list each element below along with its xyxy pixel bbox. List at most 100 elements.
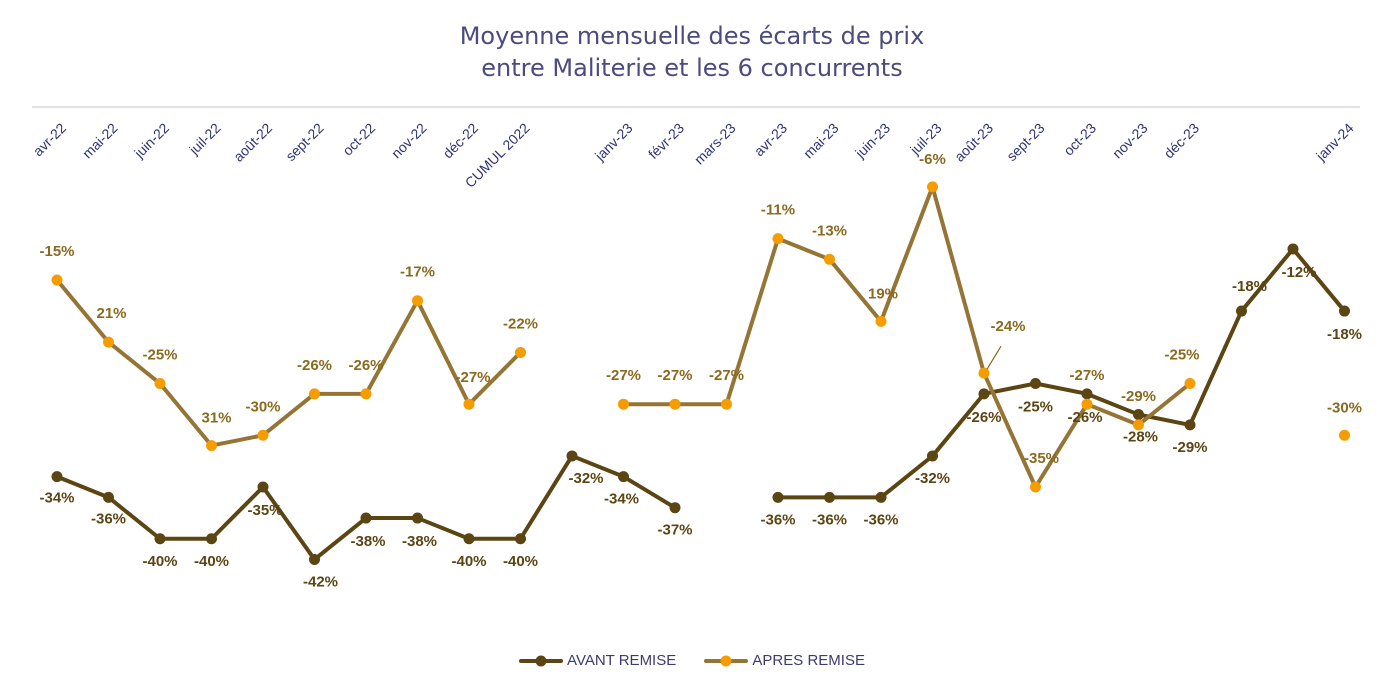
x-tick-label: avr-23: [751, 120, 791, 160]
data-point-avant-remise: [515, 533, 526, 545]
series-markers: [51, 181, 1350, 565]
data-label: -25%: [1018, 399, 1053, 416]
data-label: -35%: [247, 502, 282, 519]
data-point-apres-remise: [206, 440, 217, 452]
x-tick-label: sept-22: [282, 120, 326, 164]
data-label: -38%: [402, 533, 437, 550]
legend-item-apres[interactable]: APRES REMISE: [704, 652, 865, 669]
data-point-avant-remise: [206, 533, 217, 545]
data-point-avant-remise: [875, 491, 887, 503]
data-point-apres-remise: [51, 274, 63, 286]
data-point-avant-remise: [257, 481, 269, 493]
data-label: -34%: [39, 490, 74, 507]
data-label: -18%: [1232, 278, 1267, 295]
data-point-apres-remise: [772, 233, 784, 245]
data-point-avant-remise: [309, 553, 320, 565]
data-label: -32%: [915, 470, 950, 487]
data-label: -27%: [657, 367, 692, 384]
x-tick-label: oct-22: [339, 120, 378, 159]
x-tick-label: juin-23: [851, 120, 893, 162]
x-tick-label: juin-22: [130, 120, 172, 162]
data-point-avant-remise: [1236, 305, 1247, 317]
x-tick-label: août-23: [951, 120, 996, 165]
data-point-apres-remise: [412, 295, 423, 307]
data-label: -30%: [1327, 399, 1362, 416]
data-point-avant-remise: [1287, 243, 1299, 255]
legend-item-avant[interactable]: AVANT REMISE: [519, 652, 676, 669]
data-point-avant-remise: [618, 471, 629, 483]
data-label: -27%: [606, 367, 641, 384]
data-label: -36%: [760, 511, 795, 528]
x-tick-label: mai-23: [800, 120, 842, 162]
data-point-apres-remise: [1133, 419, 1144, 431]
data-point-apres-remise: [515, 346, 526, 358]
data-label: -6%: [919, 151, 946, 168]
legend-line-avant-icon: [519, 655, 564, 666]
data-label: -40%: [451, 553, 486, 570]
data-point-avant-remise: [772, 491, 784, 503]
data-label: -27%: [455, 369, 490, 386]
data-label: 19%: [868, 285, 898, 302]
data-label: -27%: [1069, 367, 1104, 384]
data-point-avant-remise: [978, 388, 990, 400]
data-label: -40%: [503, 553, 538, 570]
data-point-apres-remise: [103, 336, 114, 348]
x-tick-label: févr-23: [645, 120, 687, 162]
data-point-apres-remise: [824, 253, 835, 265]
data-label: -30%: [245, 398, 280, 415]
data-label: -29%: [1121, 388, 1156, 405]
data-label: -18%: [1327, 326, 1362, 343]
data-label: -24%: [990, 318, 1025, 335]
data-label: -26%: [1067, 409, 1102, 426]
data-point-apres-remise: [309, 388, 320, 400]
data-label: -35%: [1024, 450, 1059, 467]
data-point-apres-remise: [978, 367, 990, 379]
data-label: -26%: [966, 409, 1001, 426]
data-point-avant-remise: [927, 450, 938, 462]
data-label: -15%: [39, 243, 74, 260]
x-tick-label: sept-23: [1003, 120, 1047, 164]
series-line-apres-remise: [55, 278, 523, 448]
data-label: -26%: [348, 357, 383, 374]
data-point-apres-remise: [360, 388, 372, 400]
data-label: -28%: [1123, 429, 1158, 446]
legend-label-apres: APRES REMISE: [752, 652, 865, 669]
x-tick-label: avr-22: [30, 120, 70, 160]
data-point-apres-remise: [463, 398, 475, 410]
data-label: -40%: [142, 553, 177, 570]
data-point-avant-remise: [1030, 378, 1041, 389]
data-point-apres-remise: [1030, 481, 1041, 493]
data-point-avant-remise: [103, 491, 114, 503]
data-point-avant-remise: [463, 533, 475, 545]
data-point-apres-remise: [1081, 398, 1093, 410]
x-tick-label: mars-23: [691, 120, 739, 168]
legend: AVANT REMISE APRES REMISE: [0, 652, 1384, 672]
data-label: -38%: [350, 533, 385, 550]
data-label: -11%: [761, 202, 795, 219]
data-point-avant-remise: [412, 512, 423, 524]
data-label: -25%: [142, 347, 177, 364]
legend-line-apres-icon: [704, 655, 749, 666]
data-point-apres-remise: [1339, 429, 1350, 441]
x-tick-label: janv-24: [1312, 120, 1357, 165]
data-point-avant-remise: [51, 471, 63, 483]
data-label: -40%: [194, 553, 229, 570]
data-point-apres-remise: [927, 181, 938, 193]
x-tick-label: mai-22: [79, 120, 121, 162]
x-tick-label: oct-23: [1060, 120, 1099, 159]
data-point-apres-remise: [618, 398, 629, 410]
data-label: -17%: [400, 264, 435, 281]
data-label: -27%: [709, 367, 744, 384]
data-label: -12%: [1281, 264, 1316, 281]
data-point-avant-remise: [1184, 419, 1196, 431]
data-label: -34%: [604, 491, 639, 508]
series-line-avant-remise: [776, 246, 1347, 500]
x-tick-label: déc-23: [1161, 120, 1203, 162]
data-label: -29%: [1172, 439, 1207, 456]
data-label: -36%: [812, 511, 847, 528]
data-label: -25%: [1164, 347, 1199, 364]
x-tick-label: juil-22: [185, 120, 224, 159]
data-point-apres-remise: [257, 429, 269, 441]
data-label: 21%: [96, 305, 126, 322]
